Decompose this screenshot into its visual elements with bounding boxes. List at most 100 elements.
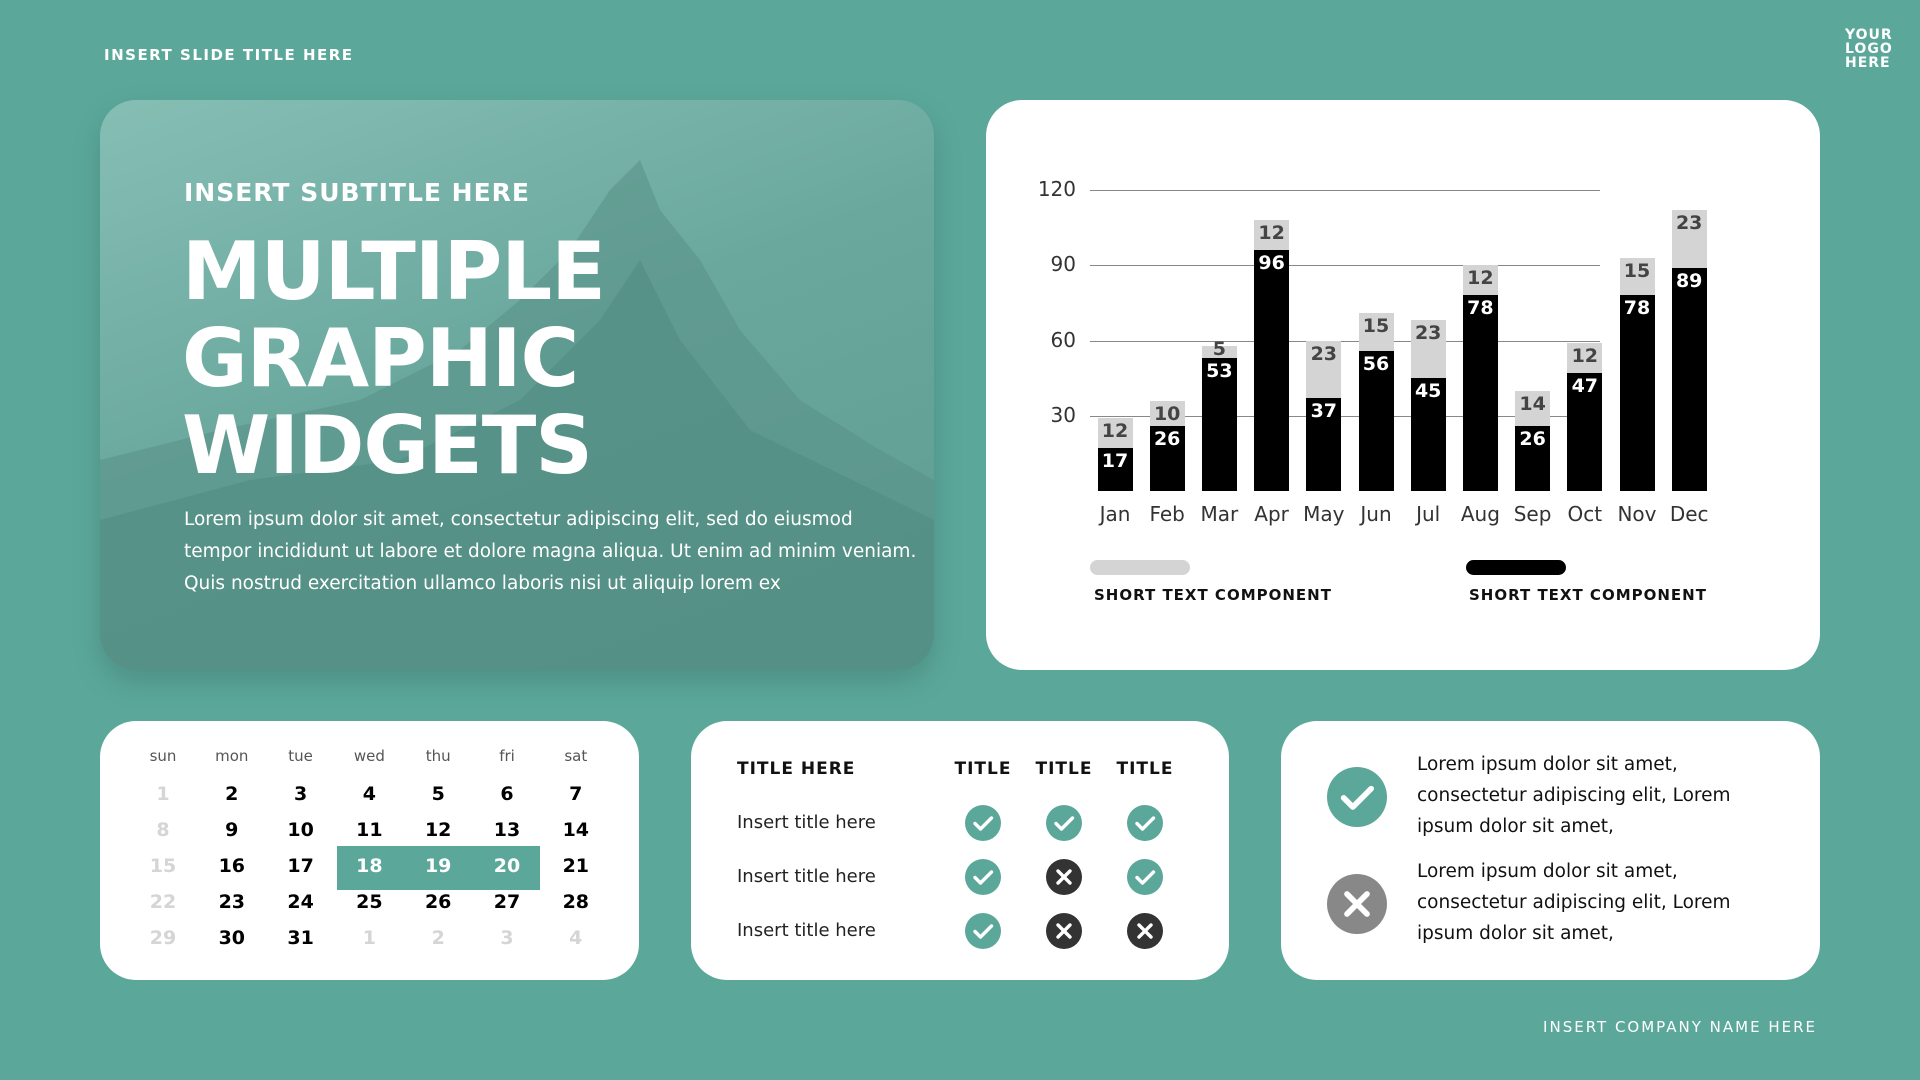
column-header: TITLE [1116, 759, 1174, 779]
calendar-day[interactable]: 31 [287, 927, 314, 949]
calendar-day[interactable]: 4 [569, 927, 583, 949]
y-tick-label: 90 [1050, 252, 1076, 277]
logo-line: HERE [1845, 55, 1891, 71]
x-tick-label: Oct [1567, 502, 1603, 526]
mountain-image [100, 160, 934, 670]
calendar-day[interactable]: 16 [218, 855, 246, 877]
calendar-day[interactable]: 27 [493, 891, 521, 913]
calendar-day[interactable]: 8 [156, 819, 170, 841]
calendar-day[interactable]: 15 [149, 855, 177, 877]
x-tick-label: Feb [1149, 502, 1185, 526]
calendar-day[interactable]: 3 [293, 783, 308, 805]
info-line: ipsum dolor sit amet, [1417, 816, 1614, 837]
calendar-day[interactable]: 2 [225, 783, 239, 805]
calendar-day[interactable]: 26 [424, 891, 452, 913]
calendar-day[interactable]: 18 [356, 855, 383, 877]
calendar-day[interactable]: 28 [562, 891, 590, 913]
x-tick-label: Jul [1416, 502, 1441, 526]
day-header-thu: thu [425, 747, 451, 765]
y-tick-label: 120 [1037, 177, 1076, 201]
bar-segment-black [1149, 425, 1185, 491]
data-label: 37 [1310, 400, 1338, 423]
column-header: TITLE [954, 759, 1012, 779]
data-label: 26 [1153, 427, 1181, 450]
data-label: 17 [1101, 450, 1129, 473]
calendar-day[interactable]: 10 [287, 819, 314, 841]
calendar-day[interactable]: 4 [362, 783, 376, 805]
calendar-day[interactable]: 14 [562, 819, 590, 841]
bar-segment-gray [1149, 400, 1185, 426]
bar-segment-black [1254, 250, 1290, 491]
calendar-day[interactable]: 11 [356, 819, 383, 841]
bar-segment-black [1567, 373, 1603, 491]
info-line: consectetur adipiscing elit, Lorem [1417, 892, 1731, 913]
calendar-day[interactable]: 20 [493, 855, 521, 877]
logo-line: YOUR [1845, 27, 1893, 43]
calendar-day[interactable]: 1 [156, 783, 170, 805]
x-circle-icon [1046, 913, 1082, 949]
hero-card: INSERT SUBTITLE HERE MULTIPLE GRAPHIC WI… [100, 100, 934, 670]
data-label: 23 [1675, 212, 1703, 235]
calendar-day[interactable]: 13 [493, 819, 521, 841]
bar-segment-black [1306, 398, 1342, 491]
calendar-day[interactable]: 9 [225, 819, 239, 841]
calendar-day[interactable]: 1 [362, 927, 376, 949]
bar-chart-card: SHORT TEXT COMPONENT SHORT TEXT COMPONEN… [986, 100, 1820, 670]
data-label: 96 [1258, 252, 1285, 275]
info-text: Lorem ipsum dolor sit amet, consectetur a… [1417, 856, 1747, 949]
bar-segment-black [1515, 425, 1551, 491]
calendar-day[interactable]: 3 [500, 927, 514, 949]
calendar-day[interactable]: 22 [149, 891, 177, 913]
highlighted-range [337, 846, 540, 890]
x-tick-label: Mar [1200, 502, 1239, 526]
day-header-fri: fri [499, 747, 515, 765]
info-line: ipsum dolor sit amet, [1417, 923, 1614, 944]
calendar-day[interactable]: 17 [287, 855, 314, 877]
data-label: 15 [1623, 259, 1651, 282]
data-label: 89 [1675, 269, 1703, 292]
day-header-wed: wed [353, 747, 385, 765]
x-tick-label: May [1303, 502, 1345, 526]
data-label: 26 [1519, 427, 1546, 450]
slide-title: INSERT SLIDE TITLE HERE [104, 46, 354, 64]
info-line: Lorem ipsum dolor sit amet, [1417, 754, 1678, 775]
check-circle-icon [1127, 805, 1163, 841]
bar-segment-gray [1671, 210, 1707, 268]
calendar-day[interactable]: 19 [424, 855, 452, 877]
bar-segment-black [1619, 295, 1655, 491]
calendar-day[interactable]: 24 [287, 891, 314, 913]
data-label: 78 [1467, 297, 1494, 320]
table-header: TITLE HERE [737, 759, 856, 779]
day-header-sun: sun [149, 747, 177, 765]
data-label: 12 [1258, 222, 1285, 245]
calendar-day[interactable]: 23 [218, 891, 246, 913]
bar-segment-black [1201, 358, 1237, 491]
x-tick-label: Jan [1099, 502, 1131, 526]
y-tick-label: 60 [1050, 327, 1076, 352]
hero-paragraph: Lorem ipsum dolor sit amet, consectetur … [184, 504, 924, 600]
company-name: INSERT COMPANY NAME HERE [1543, 1018, 1817, 1036]
info-card: Lorem ipsum dolor sit amet, consectetur a… [1281, 721, 1820, 980]
data-label: 12 [1467, 267, 1494, 290]
bar-segment-gray [1515, 390, 1551, 426]
data-label: 14 [1519, 392, 1546, 415]
bar-segment-black [1462, 295, 1498, 491]
legend-swatch-gray [1090, 560, 1190, 575]
row-label: Insert title here [737, 866, 876, 887]
hero-title: MULTIPLE GRAPHIC WIDGETS [182, 225, 606, 489]
calendar-day[interactable]: 29 [149, 927, 177, 949]
calendar-day[interactable]: 30 [218, 927, 246, 949]
calendar-day[interactable]: 2 [431, 927, 445, 949]
legend-label: SHORT TEXT COMPONENT [1094, 586, 1332, 604]
x-tick-label: Nov [1617, 502, 1657, 526]
calendar-day[interactable]: 21 [562, 855, 590, 877]
legend-label: SHORT TEXT COMPONENT [1469, 586, 1707, 604]
bar-segment-gray [1358, 312, 1394, 351]
calendar-day[interactable]: 25 [356, 891, 383, 913]
title-line: MULTIPLE [182, 225, 606, 318]
calendar-day[interactable]: 6 [500, 783, 514, 805]
calendar-day[interactable]: 5 [431, 783, 445, 805]
calendar-day[interactable]: 12 [424, 819, 452, 841]
calendar-day[interactable]: 7 [569, 783, 583, 805]
bar-segment-black [1410, 378, 1446, 491]
